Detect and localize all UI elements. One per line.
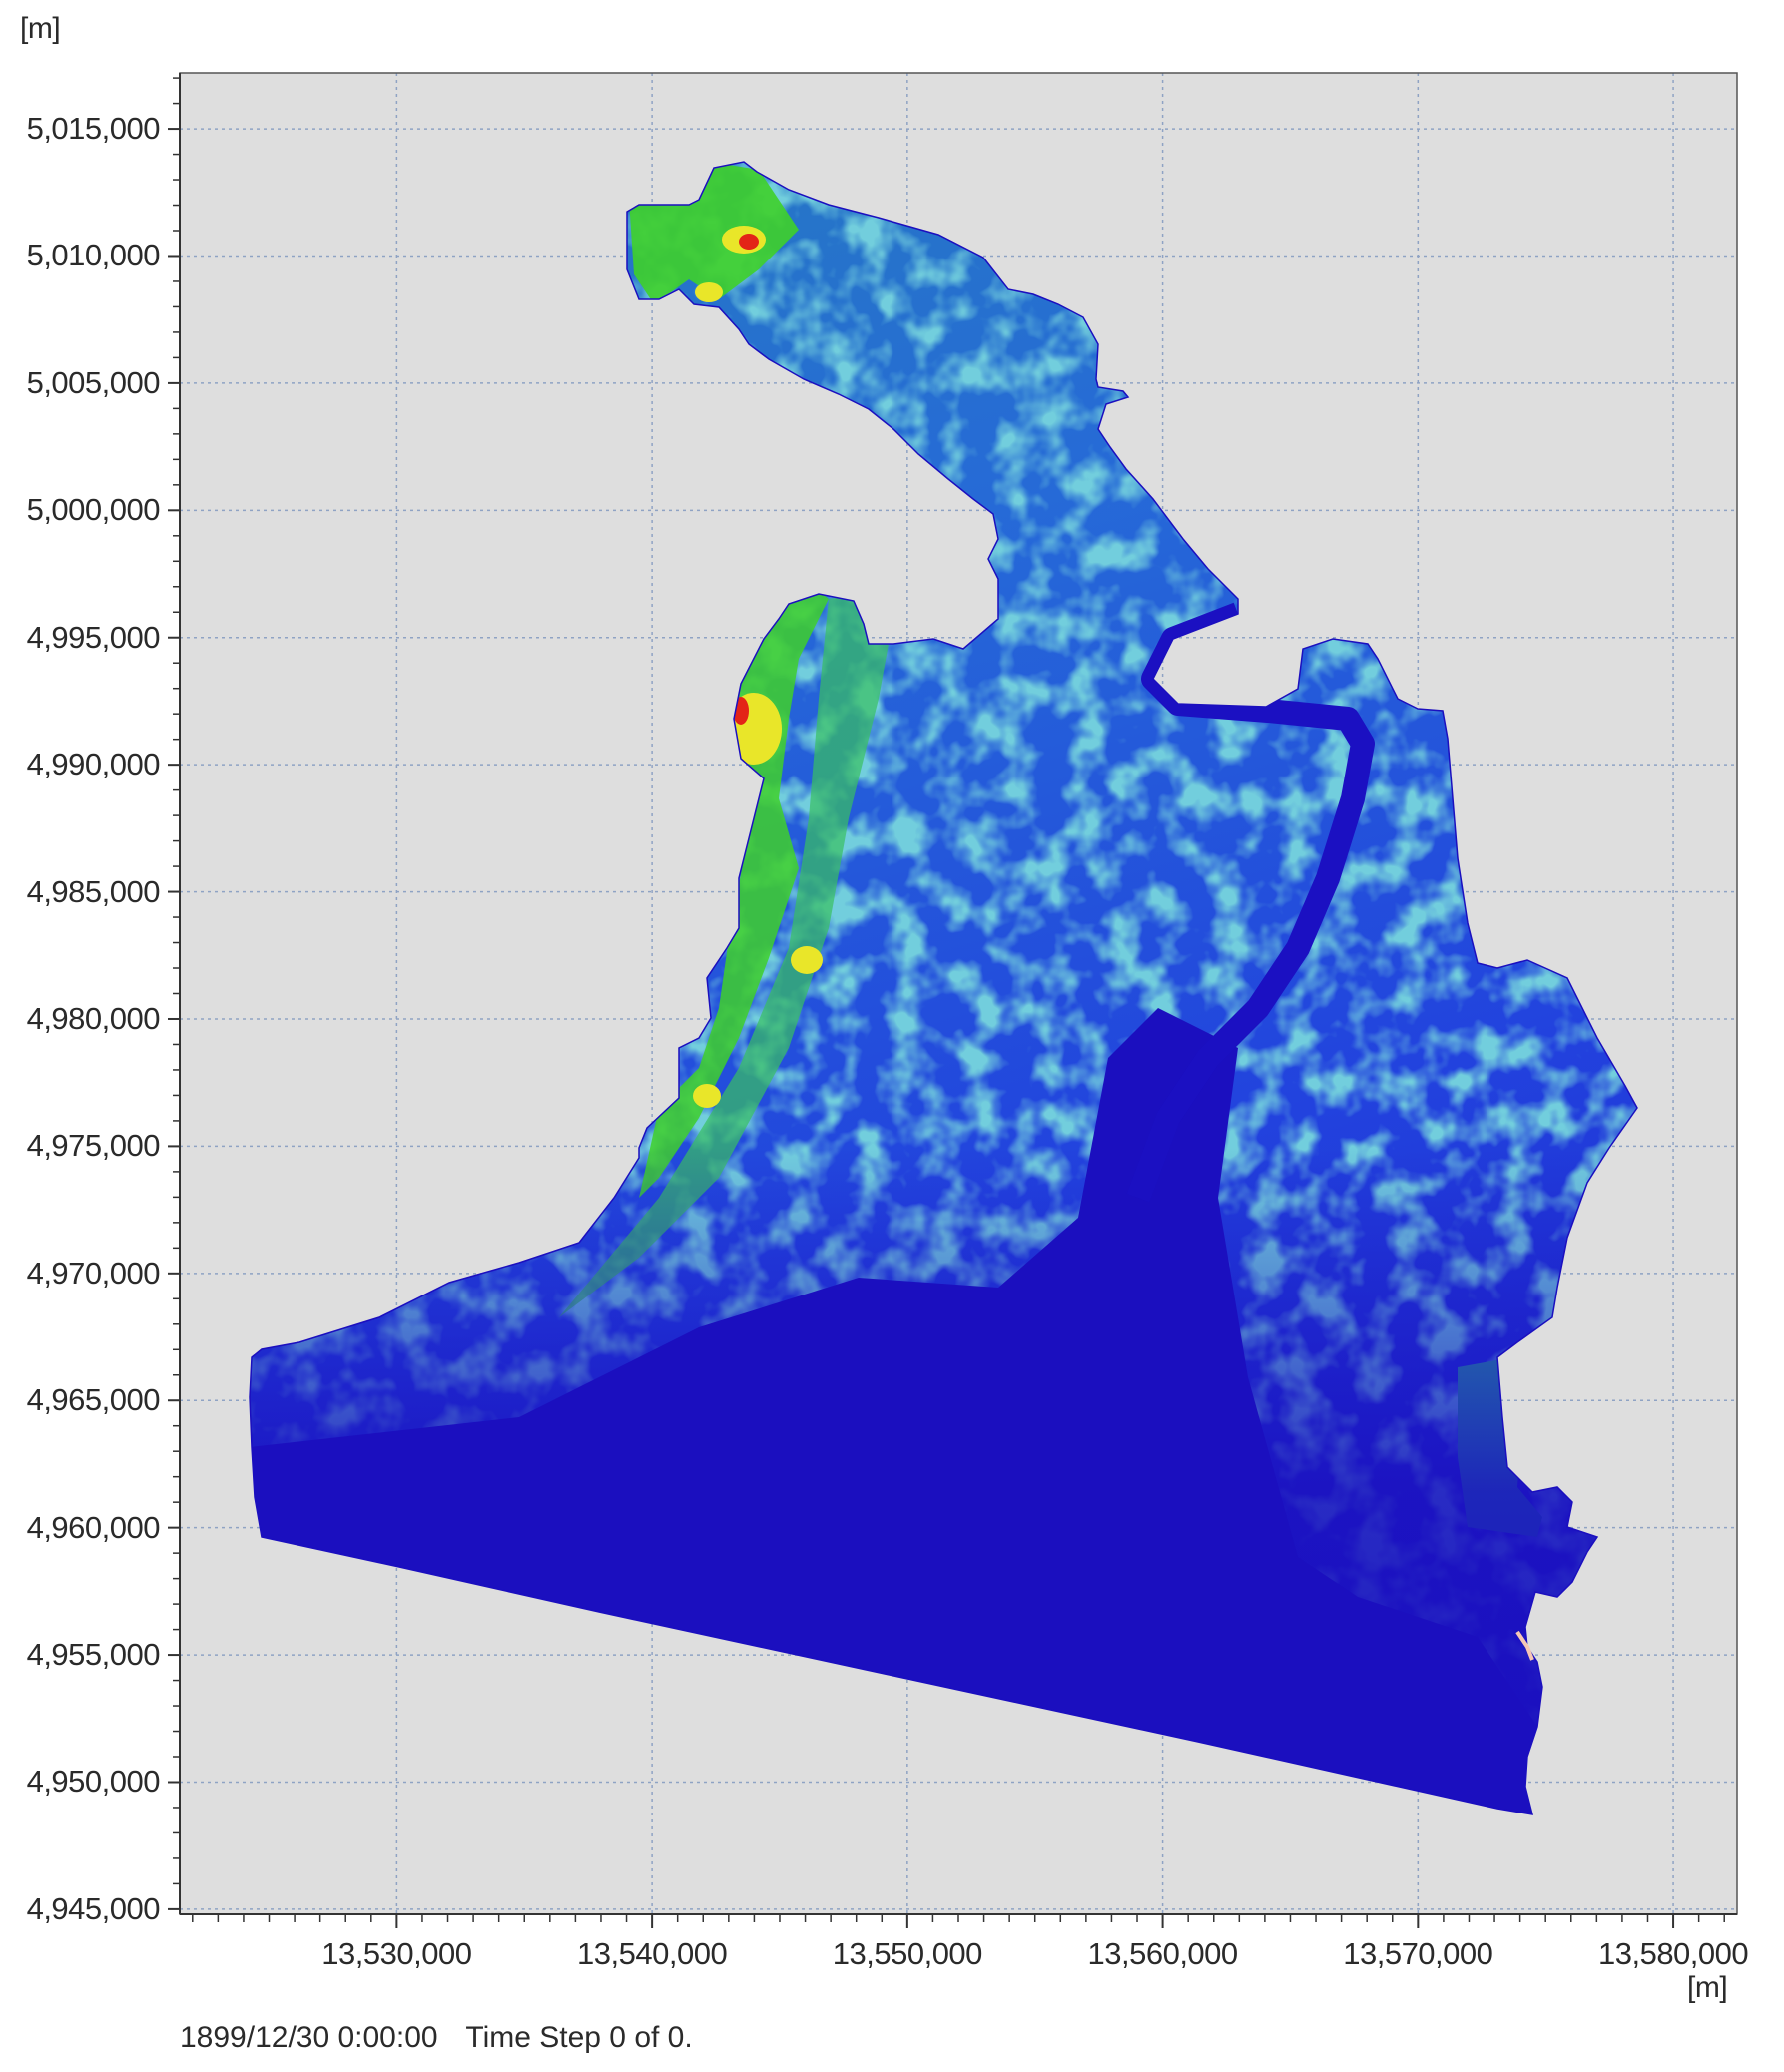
y-tick-label: 4,960,000 (26, 1509, 161, 1545)
axes (168, 72, 1738, 1928)
y-tick-label: 4,970,000 (26, 1255, 161, 1291)
status-datetime: 1899/12/30 0:00:00 (180, 2021, 438, 2054)
y-tick-label: 5,005,000 (26, 364, 161, 400)
y-tick-label: 5,010,000 (26, 238, 161, 273)
x-tick-label: 13,580,000 (1597, 1936, 1749, 1971)
status-bar: 1899/12/30 0:00:00 Time Step 0 of 0. (180, 2021, 713, 2055)
y-tick-label: 4,975,000 (26, 1128, 161, 1164)
y-tick-label: 4,965,000 (26, 1382, 161, 1418)
x-axis-unit: [m] (1687, 1971, 1728, 2004)
x-tick-label: 13,570,000 (1343, 1936, 1493, 1971)
y-tick-label: 4,995,000 (26, 619, 161, 655)
y-tick-label: 4,955,000 (26, 1637, 161, 1673)
x-tick-label: 13,560,000 (1087, 1936, 1239, 1971)
y-tick-label: 4,985,000 (26, 873, 161, 909)
shallow-zone-west-2 (559, 589, 898, 1317)
hotspot-yellow-3 (695, 282, 723, 302)
y-tick-label: 5,015,000 (26, 111, 161, 147)
y-axis-unit: [m] (20, 12, 61, 45)
status-timestep: Time Step 0 of 0. (465, 2021, 693, 2054)
y-tick-label: 4,980,000 (26, 1000, 161, 1036)
x-tick-label: 13,530,000 (321, 1936, 472, 1971)
hotspot-yellow-5 (693, 1084, 721, 1108)
x-tick-label: 13,540,000 (577, 1936, 728, 1971)
y-tick-label: 4,950,000 (26, 1764, 161, 1800)
model-domain-outline (249, 161, 1638, 1815)
y-tick-label: 4,990,000 (26, 747, 161, 782)
y-tick-label: 5,000,000 (26, 492, 161, 528)
y-tick-label: 4,945,000 (26, 1890, 161, 1926)
hotspot-red-2 (739, 234, 759, 250)
outlet-marker (1515, 1630, 1534, 1661)
x-tick-label: 13,550,000 (832, 1936, 983, 1971)
hotspot-yellow-4 (791, 946, 823, 974)
